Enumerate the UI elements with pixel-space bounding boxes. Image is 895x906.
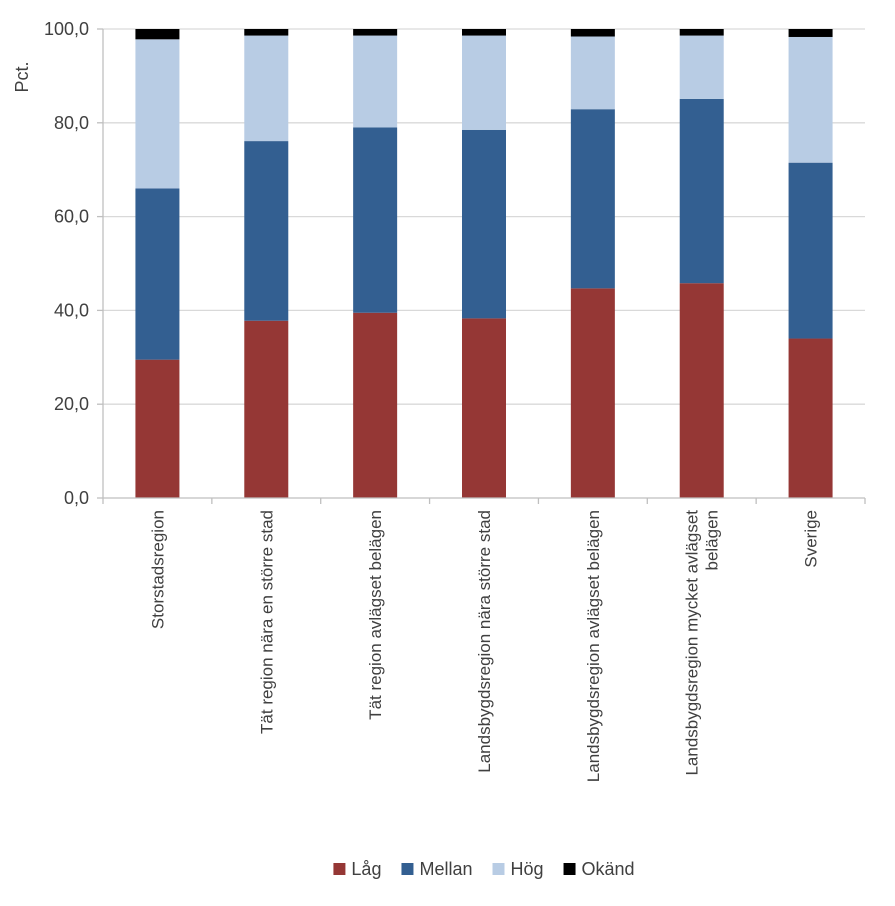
y-tick-label: 0,0 bbox=[64, 488, 89, 508]
x-tick-label: Tät region nära en större stad bbox=[257, 510, 276, 734]
bar-segment bbox=[244, 141, 289, 321]
bar-segment bbox=[244, 35, 289, 142]
y-tick-label: 100,0 bbox=[44, 19, 89, 39]
bar-segment bbox=[679, 29, 724, 36]
bar-segment bbox=[135, 188, 180, 360]
bar-segment bbox=[679, 283, 724, 498]
x-tick-label: Landsbygdsregion mycket avlägsetbelägen bbox=[683, 510, 722, 776]
x-tick-label: Landsbygdsregion avlägset belägen bbox=[584, 510, 603, 782]
bar-segment bbox=[570, 29, 615, 37]
y-tick-label: 80,0 bbox=[54, 113, 89, 133]
bar-segment bbox=[788, 29, 833, 37]
bar-segment bbox=[570, 109, 615, 289]
legend-swatch bbox=[563, 863, 576, 875]
bar-segment bbox=[679, 98, 724, 284]
x-tick-label-line: Sverige bbox=[802, 510, 821, 568]
x-tick-label-line: Tät region nära en större stad bbox=[257, 510, 276, 734]
x-tick-label-line: Landsbygdsregion nära större stad bbox=[475, 510, 494, 773]
legend-label: Låg bbox=[351, 859, 381, 879]
bar-segment bbox=[570, 288, 615, 498]
bar-segment bbox=[135, 359, 180, 498]
bar-segment bbox=[679, 35, 724, 99]
y-axis-tick-labels: 0,0 20,0 40,0 60,0 80,0 100,0 bbox=[44, 19, 89, 508]
legend: Låg Mellan Hög Okänd bbox=[333, 859, 635, 879]
legend-label: Hög bbox=[511, 859, 544, 879]
bar-segment bbox=[788, 36, 833, 163]
bar-segment bbox=[462, 29, 506, 36]
x-tick-label-line: Tät region avlägset belägen bbox=[366, 510, 385, 720]
x-tick-label-line: Storstadsregion bbox=[148, 510, 167, 629]
y-tick-label: 60,0 bbox=[54, 207, 89, 227]
bar-segment bbox=[353, 35, 398, 128]
bar-segment bbox=[353, 127, 398, 313]
y-tick-label: 20,0 bbox=[54, 394, 89, 414]
bar-segment bbox=[788, 338, 833, 498]
bar-segment bbox=[135, 39, 180, 189]
legend-swatch bbox=[492, 863, 505, 875]
bar-segment bbox=[462, 35, 506, 130]
bar-segment bbox=[462, 318, 506, 498]
legend-label: Mellan bbox=[419, 859, 472, 879]
x-tick-label-line: Landsbygdsregion mycket avlägset bbox=[683, 510, 702, 776]
legend-swatch bbox=[401, 863, 414, 875]
x-tick-label-line: belägen bbox=[703, 510, 722, 571]
y-axis-title: Pct. bbox=[12, 61, 32, 92]
bar-segment bbox=[353, 312, 398, 498]
x-tick-label: Tät region avlägset belägen bbox=[366, 510, 385, 720]
legend-swatch bbox=[333, 863, 346, 875]
y-tick-label: 40,0 bbox=[54, 300, 89, 320]
bar-segment bbox=[353, 29, 398, 36]
bar-segment bbox=[788, 162, 833, 339]
bar-segment bbox=[244, 29, 289, 36]
x-tick-label: Landsbygdsregion nära större stad bbox=[475, 510, 494, 773]
axes bbox=[97, 28, 866, 504]
x-axis-category-labels: Storstadsregion Tät region nära en större… bbox=[148, 510, 820, 782]
bar-segment bbox=[462, 129, 506, 319]
bar-segment bbox=[135, 29, 180, 40]
x-tick-label: Sverige bbox=[802, 510, 821, 568]
bar-segment bbox=[244, 320, 289, 498]
bar-segment bbox=[570, 36, 615, 110]
bars bbox=[135, 29, 833, 498]
x-tick-label: Storstadsregion bbox=[148, 510, 167, 629]
x-tick-label-line: Landsbygdsregion avlägset belägen bbox=[584, 510, 603, 782]
legend-label: Okänd bbox=[582, 859, 635, 879]
